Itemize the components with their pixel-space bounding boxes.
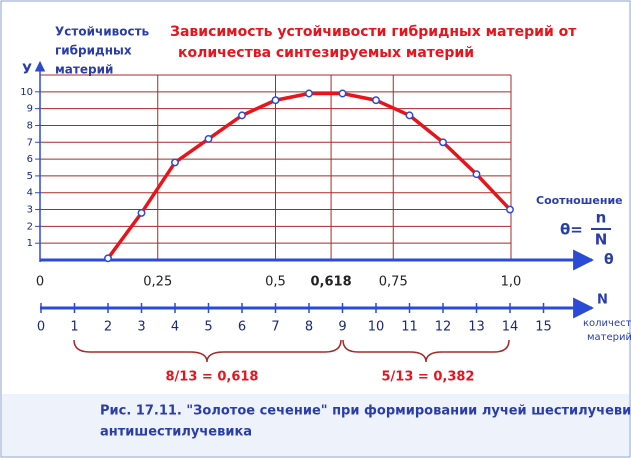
x-tick-label: 4	[171, 320, 179, 335]
caption: Рис. 17.11. "Золотое сечение" при формир…	[100, 404, 631, 419]
caption-bg	[2, 394, 629, 456]
point	[405, 111, 414, 120]
y-axis-label: материй	[55, 63, 113, 77]
x-axis-note: количество	[583, 318, 631, 329]
y-tick-label: 4	[27, 188, 33, 199]
y-tick-label: 8	[27, 120, 33, 131]
x-tick-label: 3	[137, 320, 145, 335]
x-tick-label: 10	[368, 320, 385, 335]
ratio-denominator: N	[595, 231, 608, 249]
x-tick-label: 5	[204, 320, 212, 335]
point	[104, 254, 112, 263]
brace-label: 8/13 = 0,618	[166, 370, 259, 385]
x-tick-label: 12	[435, 320, 452, 335]
x-tick-label: 7	[271, 320, 279, 335]
x-tick-label: 14	[502, 320, 519, 335]
point	[439, 138, 447, 147]
ratio-formula: θ=	[560, 221, 583, 239]
point	[506, 205, 514, 214]
theta-tick-label: 1,0	[501, 275, 522, 290]
theta-tick-label: 0,25	[143, 275, 172, 290]
point	[238, 111, 246, 120]
point	[204, 134, 213, 143]
chart-title: Зависимость устойчивости гибридных матер…	[170, 24, 577, 40]
point	[171, 158, 179, 167]
point	[338, 89, 347, 98]
x-tick-label: 13	[468, 320, 485, 335]
x-tick-label: 0	[37, 320, 45, 335]
x-tick-label: 8	[305, 320, 313, 335]
point	[372, 96, 380, 105]
brace	[73, 339, 342, 363]
y-tick-label: 7	[27, 137, 33, 148]
theta-axis-label: θ	[604, 252, 614, 268]
y-axis-label: Устойчивость	[55, 25, 150, 39]
y-axis-symbol: У	[22, 63, 32, 78]
x-tick-label: 9	[338, 320, 346, 335]
point	[137, 208, 146, 217]
theta-tick-label: 0	[36, 275, 44, 290]
brace	[342, 339, 510, 363]
y-tick-label: 10	[20, 87, 33, 98]
theta-tick-label: 0,618	[311, 275, 352, 290]
y-tick-label: 1	[27, 238, 33, 249]
x-tick-label: 2	[104, 320, 112, 335]
caption: антишестилучевика	[100, 425, 252, 440]
point	[305, 89, 313, 98]
y-axis-label: гибридных	[55, 44, 132, 58]
theta-tick-label: 0,75	[379, 275, 408, 290]
y-tick-label: 6	[27, 154, 33, 165]
y-tick-label: 3	[27, 205, 33, 216]
chart-title: количества синтезируемых материй	[178, 45, 474, 61]
x-tick-label: 15	[535, 320, 552, 335]
y-tick-label: 5	[27, 171, 33, 182]
y-tick-label: 2	[27, 221, 33, 232]
x-axis-note: материй	[587, 332, 631, 343]
point	[472, 170, 481, 179]
ratio-label: Соотношение	[536, 194, 623, 207]
y-tick-label: 9	[27, 104, 33, 115]
point	[271, 96, 280, 105]
ratio-numerator: n	[596, 209, 607, 227]
x-tick-label: 6	[238, 320, 246, 335]
x-tick-label: 11	[401, 320, 418, 335]
theta-tick-label: 0,5	[265, 275, 286, 290]
x-axis-label: N	[597, 293, 608, 308]
x-tick-label: 1	[70, 320, 78, 335]
brace-label: 5/13 = 0,382	[382, 370, 475, 385]
